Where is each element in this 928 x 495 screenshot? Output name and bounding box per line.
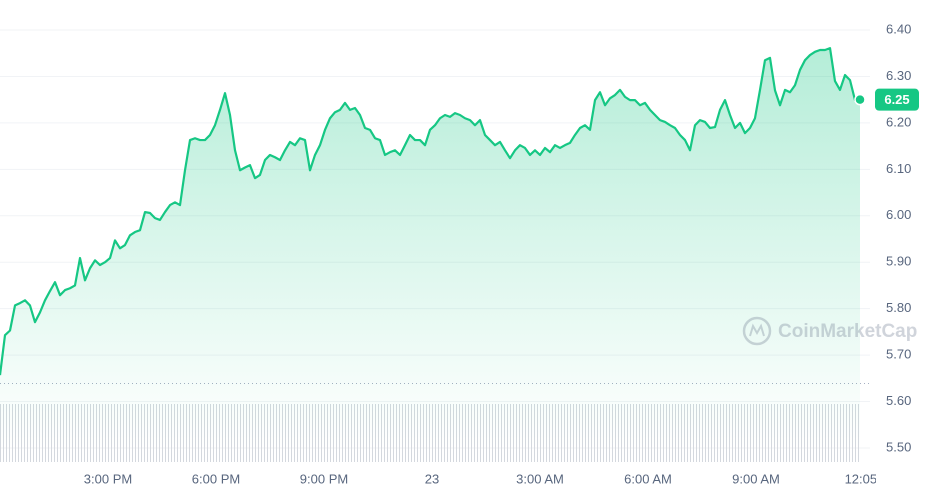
- price-area: [0, 48, 860, 449]
- watermark: CoinMarketCap: [742, 316, 917, 346]
- last-point: [854, 93, 866, 106]
- x-tick-label: 3:00 PM: [84, 471, 132, 486]
- x-tick-label: 3:00 AM: [516, 471, 564, 486]
- y-tick-label: 5.50: [886, 439, 911, 454]
- watermark-text: CoinMarketCap: [778, 321, 917, 342]
- y-tick-label: 6.40: [886, 21, 911, 36]
- y-tick-label: 5.90: [886, 254, 911, 269]
- y-tick-label: 5.60: [886, 393, 911, 408]
- price-line: [0, 47, 861, 376]
- x-tick-label: 6:00 AM: [624, 471, 672, 486]
- x-tick-label: 9:00 AM: [732, 471, 780, 486]
- x-axis: 3:00 PM 6:00 PM 9:00 PM 23 3:00 AM 6:00 AM 9:0…: [84, 471, 890, 486]
- plot-area: [0, 47, 870, 449]
- watermark-logo: [742, 316, 772, 346]
- y-tick-label: 6.30: [886, 68, 911, 83]
- x-tick-label: 9:00 PM: [300, 471, 348, 486]
- y-tick-label: 6.00: [886, 207, 911, 222]
- price-badge-label: 6.25: [884, 92, 909, 107]
- y-tick-label: 6.10: [886, 161, 911, 176]
- y-tick-label: 5.70: [886, 347, 911, 362]
- watermark-logo-mark: [749, 323, 765, 337]
- x-tick-label: 12:05 P: [845, 471, 890, 486]
- x-tick-label: 23: [425, 471, 439, 486]
- price-badge: [875, 88, 919, 111]
- y-axis: 5.50 5.60 5.70 5.80 5.90 6.00 6.10 6.20 6.30 6.40…: [875, 21, 919, 454]
- y-tick-label: 6.20: [886, 114, 911, 129]
- y-tick-label: 5.80: [886, 300, 911, 315]
- x-tick-label: 6:00 PM: [192, 471, 240, 486]
